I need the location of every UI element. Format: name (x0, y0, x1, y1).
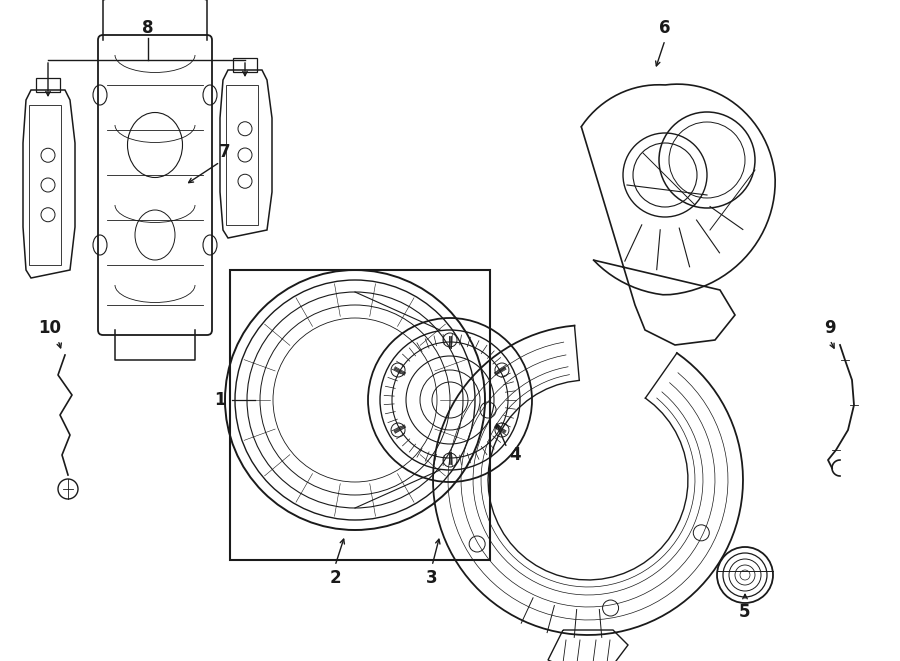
Bar (230, 270, 490, 560)
Text: 2: 2 (329, 569, 341, 587)
Text: 4: 4 (509, 446, 521, 464)
Text: 3: 3 (427, 569, 437, 587)
Text: 10: 10 (39, 319, 61, 337)
Bar (233, 58, 257, 72)
Text: 9: 9 (824, 319, 836, 337)
Text: 1: 1 (214, 391, 226, 409)
Text: 8: 8 (142, 19, 154, 37)
Bar (226, 85, 258, 225)
Bar (36, 78, 60, 92)
Text: 6: 6 (659, 19, 670, 37)
Bar (29, 105, 61, 265)
Text: 5: 5 (739, 603, 751, 621)
Text: 7: 7 (220, 143, 230, 161)
